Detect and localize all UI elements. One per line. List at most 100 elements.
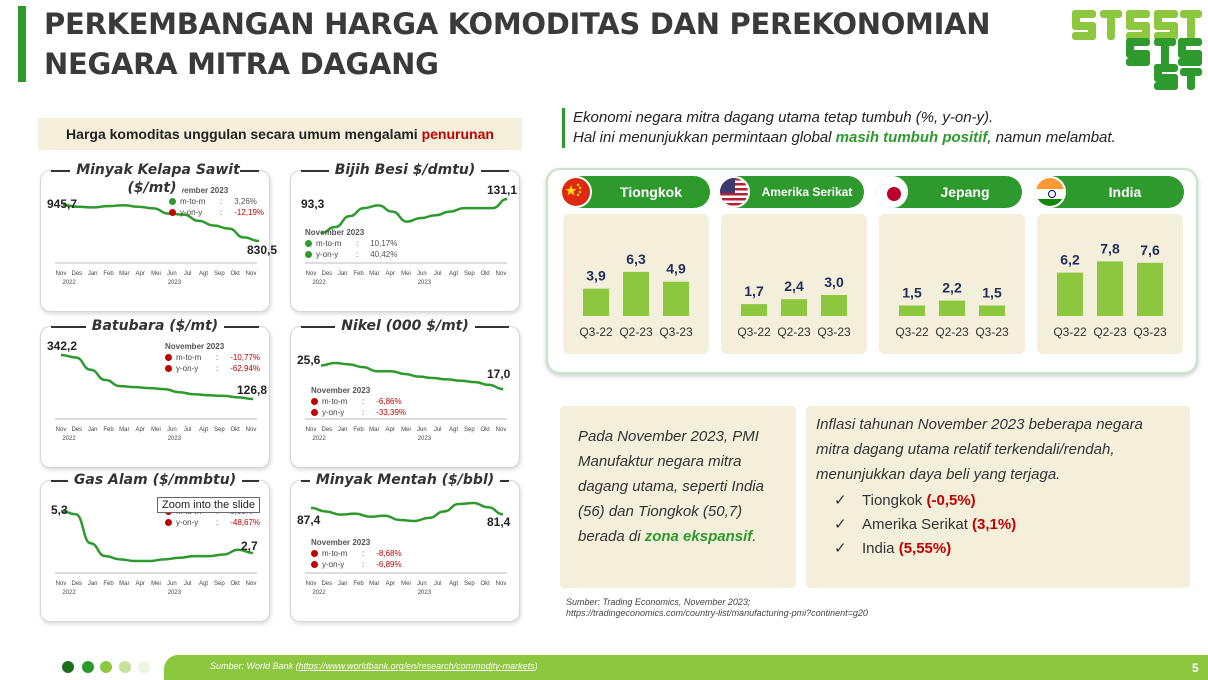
growth-period-tick: Q3-23 bbox=[817, 325, 851, 339]
commodity-month-tick: Mei bbox=[401, 581, 411, 587]
growth-chart-box: 1,7 Q3-22 2,4 Q2-23 3,0 Q3-23 bbox=[721, 214, 867, 354]
commodity-card: Minyak Kelapa Sawit ($/mt) Nov Des Jan Feb Ma… bbox=[40, 162, 277, 312]
commodity-end-value: 2,7 bbox=[241, 539, 258, 553]
commodity-title-text: Nikel (000 $/mt) bbox=[335, 318, 475, 334]
inflation-country: India bbox=[862, 540, 899, 557]
inflation-country: Amerika Serikat bbox=[862, 516, 973, 533]
commodity-month-tick: Jul bbox=[434, 271, 442, 277]
growth-bar bbox=[663, 281, 689, 316]
stat-label: y-on-y bbox=[322, 408, 345, 417]
commodity-month-tick: Nov bbox=[306, 427, 317, 433]
growth-period-tick: Q3-23 bbox=[659, 325, 693, 339]
commodity-card-title: Nikel (000 $/mt) bbox=[291, 317, 519, 335]
country-tab-japan: Jepang bbox=[876, 176, 1022, 208]
commodity-month-tick: Apr bbox=[385, 581, 394, 587]
commodity-series-line bbox=[60, 509, 254, 563]
check-icon: ✓ bbox=[834, 516, 847, 533]
growth-chart-box: 3,9 Q3-22 6,3 Q2-23 4,9 Q3-23 bbox=[563, 214, 709, 354]
commodity-month-tick: Apr bbox=[385, 271, 394, 277]
commodity-month-tick: Agt bbox=[199, 271, 208, 277]
commodity-card-title: Bijih Besi $/dmtu) bbox=[291, 161, 519, 179]
commodity-month-tick: Apr bbox=[135, 427, 144, 433]
growth-bar bbox=[821, 295, 847, 316]
commodity-stats-title: November 2023 bbox=[305, 228, 365, 237]
growth-period-tick: Q2-23 bbox=[935, 325, 969, 339]
usa-flag-icon bbox=[718, 176, 750, 208]
commodity-stats: November 2023 m-to-m: -10,77% y-on-y: -62,94… bbox=[165, 341, 265, 374]
stat-separator: : bbox=[356, 239, 359, 248]
growth-period-tick: Q3-22 bbox=[737, 325, 771, 339]
commodity-stats-title: November 2023 bbox=[169, 186, 229, 195]
economy-source-link[interactable]: https://tradingeconomics.com/country-lis… bbox=[566, 608, 868, 618]
growth-bar-chart: 1,5 Q3-22 2,2 Q2-23 1,5 Q3-23 bbox=[895, 280, 1009, 339]
commodity-month-tick: Des bbox=[321, 427, 332, 433]
growth-period-tick: Q2-23 bbox=[1093, 325, 1127, 339]
stat-value: -48,67% bbox=[230, 518, 261, 527]
stat-value: -10,77% bbox=[230, 353, 261, 362]
economy-heading-end: , namun melambat. bbox=[987, 129, 1116, 146]
commodity-month-tick: Agt bbox=[449, 427, 458, 433]
commodity-end-value: 17,0 bbox=[487, 367, 511, 381]
stat-dot-icon bbox=[305, 240, 312, 247]
growth-bar bbox=[1097, 261, 1123, 316]
stat-dot-icon bbox=[311, 561, 318, 568]
growth-bar bbox=[741, 304, 767, 316]
growth-bar-label: 6,2 bbox=[1060, 252, 1080, 268]
commodity-month-tick: Mei bbox=[401, 427, 411, 433]
footer-source-link[interactable]: https://www.worldbank.org/en/research/co… bbox=[298, 661, 535, 671]
growth-period-tick: Q3-22 bbox=[1053, 325, 1087, 339]
inflation-list: ✓ Tiongkok (-0,5%) ✓ Amerika Serikat (3,1%… bbox=[834, 489, 1180, 561]
commodity-month-tick: Jul bbox=[184, 271, 192, 277]
zoom-tooltip: Zoom into the slide bbox=[157, 497, 260, 513]
stat-value: -8,68% bbox=[376, 549, 402, 558]
commodity-month-tick: Feb bbox=[103, 271, 114, 277]
stat-label: y-on-y bbox=[180, 208, 203, 217]
growth-bar-chart: 6,2 Q3-22 7,8 Q2-23 7,6 Q3-23 bbox=[1053, 240, 1167, 339]
commodity-month-tick: Mar bbox=[369, 581, 379, 587]
commodity-line-chart: Nov Des Jan Feb Mar Apr Mei Jun Jul Agt Sep Okt Nov 2… bbox=[55, 509, 257, 596]
growth-bar bbox=[1137, 262, 1163, 316]
commodity-month-tick: Mar bbox=[369, 271, 379, 277]
economy-heading-text: Hal ini menunjukkan permintaan global bbox=[573, 129, 836, 146]
footer-source-end: ) bbox=[534, 661, 538, 671]
stat-dot-icon bbox=[311, 409, 318, 416]
commodity-stat-row: y-on-y: -6,89% bbox=[311, 559, 421, 570]
growth-period-tick: Q3-22 bbox=[579, 325, 613, 339]
commodity-card-title: Batubara ($/mt) bbox=[41, 317, 269, 335]
commodity-start-value: 93,3 bbox=[301, 197, 325, 211]
inflation-value: (-0,5%) bbox=[926, 492, 976, 509]
commodity-year-2022: 2022 bbox=[62, 436, 76, 442]
commodity-month-tick: Mar bbox=[119, 581, 129, 587]
commodity-series-line bbox=[62, 203, 260, 243]
commodity-line-chart: Nov Des Jan Feb Mar Apr Mei Jun Jul Agt Sep Okt Nov 2… bbox=[305, 361, 507, 442]
commodity-stat-row: y-on-y: 40,42% bbox=[305, 249, 415, 260]
pmi-text: Pada November 2023, PMI Manufaktur negar… bbox=[578, 428, 764, 545]
stat-separator: : bbox=[356, 250, 359, 259]
commodity-stats: November 2023 m-to-m: -6,86% y-on-y: -33,39% bbox=[311, 385, 421, 418]
commodity-month-tick: Des bbox=[321, 581, 332, 587]
commodity-month-tick: Apr bbox=[385, 427, 394, 433]
commodity-month-tick: Agt bbox=[199, 581, 208, 587]
commodity-month-tick: Jan bbox=[88, 271, 98, 277]
economy-heading: Ekonomi negara mitra dagang utama tetap … bbox=[562, 108, 1192, 148]
commodity-month-tick: Sep bbox=[464, 271, 475, 277]
commodity-end-value: 126,8 bbox=[237, 383, 268, 397]
pmi-text-end: . bbox=[752, 528, 757, 545]
commodity-month-tick: Okt bbox=[230, 581, 240, 587]
commodity-line-chart: Nov Des Jan Feb Mar Apr Mei Jun Jul Agt Sep Okt Nov 2… bbox=[55, 353, 257, 442]
growth-chart-box: 6,2 Q3-22 7,8 Q2-23 7,6 Q3-23 bbox=[1037, 214, 1183, 354]
commodity-month-tick: Nov bbox=[496, 581, 507, 587]
page-title-line2: NEGARA MITRA DAGANG bbox=[44, 47, 439, 81]
inflation-box: Inflasi tahunan November 2023 beberapa n… bbox=[806, 406, 1190, 588]
inflation-value: (5,55%) bbox=[898, 540, 952, 557]
stat-label: m-to-m bbox=[176, 353, 202, 362]
commodity-stats: November 2023 m-to-m: 10,17% y-on-y: 40,42% bbox=[305, 227, 415, 260]
commodity-year-2023: 2023 bbox=[418, 280, 432, 286]
commodity-month-tick: Jun bbox=[417, 427, 427, 433]
commodity-stat-row: m-to-m: -8,68% bbox=[311, 548, 421, 559]
commodity-month-tick: Nov bbox=[246, 427, 257, 433]
commodity-month-tick: Jan bbox=[88, 581, 98, 587]
page-number: 5 bbox=[1192, 661, 1199, 675]
commodity-month-tick: Mei bbox=[151, 427, 161, 433]
commodity-title-text: Batubara ($/mt) bbox=[85, 318, 225, 334]
